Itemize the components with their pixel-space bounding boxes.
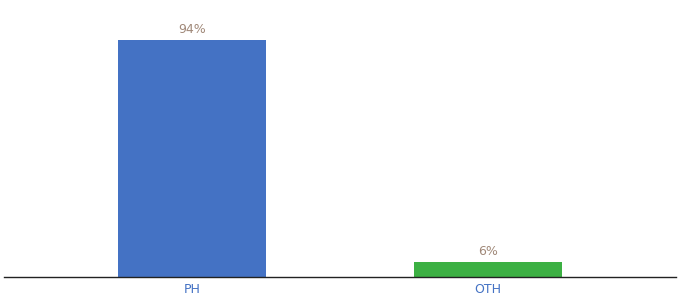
Text: 6%: 6%	[478, 245, 498, 258]
Text: 94%: 94%	[178, 23, 206, 36]
Bar	[118, 40, 266, 277]
Bar	[414, 262, 562, 277]
